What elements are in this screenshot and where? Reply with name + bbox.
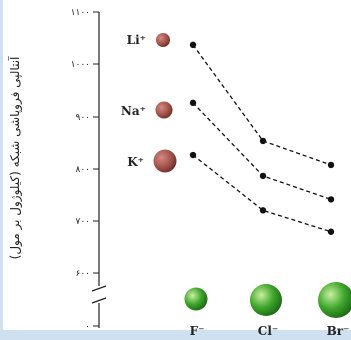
plot-area [189,41,335,235]
data-point-li-1 [259,137,267,145]
y-tick-label-800: ۸۰۰ [75,165,90,175]
y-tick-label-1000: ۱۰۰۰ [71,60,90,70]
data-point-na-2 [327,196,335,203]
y-axis-label: آنتالپی فروپاشی شبکه (کیلوژول بر مول) [7,56,23,259]
anion-axis: F⁻ Cl⁻ Br⁻ [184,282,351,338]
cation-sphere-li [156,33,170,47]
y-tick-label-0: ۰ [85,322,90,332]
data-point-na-0 [189,99,197,107]
data-point-k-0 [189,151,197,159]
y-tick-label-1100: ۱۱۰۰ [71,8,90,18]
cation-sphere-k [153,149,177,173]
chart-panel [3,0,351,330]
axis-break-mark-top [91,285,107,292]
cation-legend: Li⁺ Na⁺ K⁺ [121,33,177,173]
data-point-li-2 [327,161,335,169]
cation-label-li: Li⁺ [127,33,146,47]
data-point-li-0 [189,41,197,49]
cation-sphere-na [155,101,173,119]
data-point-k-1 [259,207,267,214]
data-point-na-1 [259,172,267,180]
series-line-k [192,154,332,233]
y-tick-label-700: ۷۰۰ [75,217,90,227]
y-axis: ۱۱۰۰ ۱۰۰۰ ۹۰۰ ۸۰۰ ۷۰۰ ۶۰۰ ۰ [71,8,107,332]
anion-sphere-br [318,282,351,318]
anion-label-f: F⁻ [190,324,205,338]
anion-sphere-cl [250,284,282,316]
cation-label-na: Na⁺ [121,104,146,118]
cation-label-k: K⁺ [127,155,144,169]
y-tick-label-900: ۹۰۰ [75,113,90,123]
anion-label-br: Br⁻ [327,324,350,338]
anion-label-cl: Cl⁻ [258,324,278,338]
axis-break-mark-bottom [91,297,107,304]
data-point-k-2 [327,228,335,235]
y-tick-label-600: ۶۰۰ [75,269,90,279]
anion-sphere-f [184,287,208,311]
